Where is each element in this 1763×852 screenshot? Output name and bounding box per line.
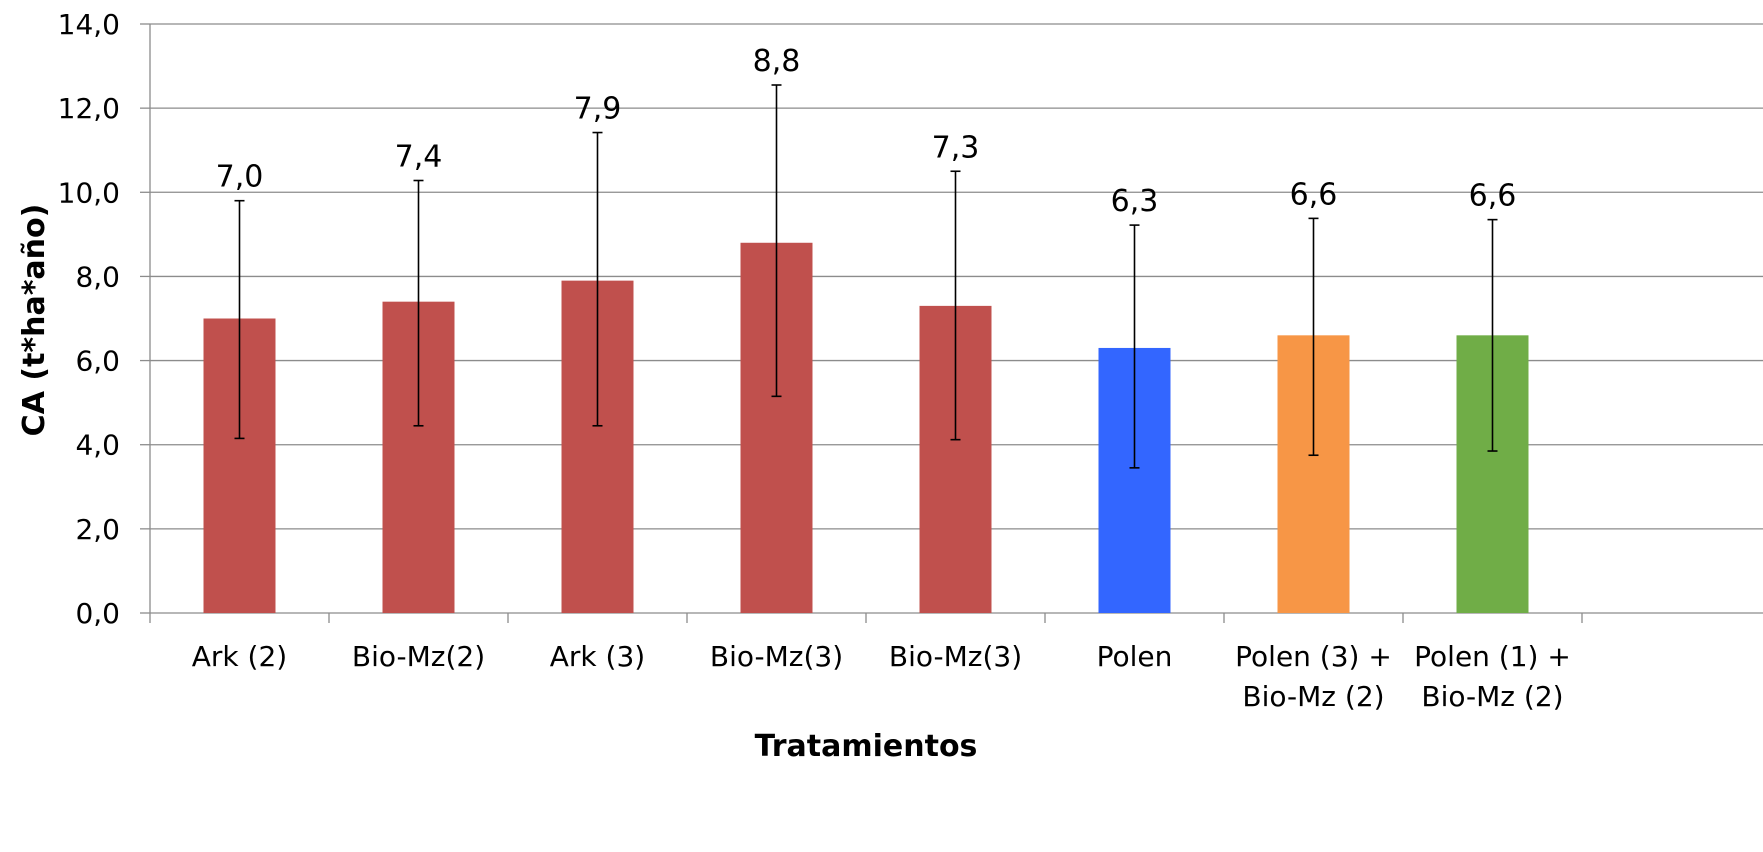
x-axis-title: Tratamientos bbox=[755, 729, 978, 764]
data-label: 6,6 bbox=[1469, 179, 1517, 214]
data-label: 6,6 bbox=[1290, 177, 1338, 212]
data-label: 7,4 bbox=[395, 140, 443, 175]
y-tick-label: 10,0 bbox=[58, 176, 120, 209]
x-category-label: Bio-Mz(3) bbox=[889, 640, 1022, 673]
data-label: 6,3 bbox=[1111, 184, 1159, 219]
error-bars bbox=[234, 84, 1498, 469]
data-label: 7,9 bbox=[574, 92, 622, 127]
y-tick-label: 8,0 bbox=[75, 260, 120, 293]
y-tick-label: 0,0 bbox=[75, 597, 120, 630]
y-tick-label: 6,0 bbox=[75, 345, 120, 378]
y-tick-label: 2,0 bbox=[75, 513, 120, 546]
y-axis-title: CA (t*ha*año) bbox=[17, 204, 52, 437]
bars bbox=[203, 242, 1529, 613]
y-tick-label: 4,0 bbox=[75, 429, 120, 462]
y-tick-label: 12,0 bbox=[58, 92, 120, 125]
x-category-label: Bio-Mz(2) bbox=[352, 640, 485, 673]
x-category-label: Polen (3) + bbox=[1235, 640, 1392, 673]
labels: 0,0 2,0 4,0 6,0 8,0 10,0 12,0 14,0 7,0 Ark (2) 7,4… bbox=[58, 8, 1571, 713]
x-category-label: Polen bbox=[1097, 640, 1173, 673]
y-tick-label: 14,0 bbox=[58, 8, 120, 41]
x-category-label: Ark (2) bbox=[192, 640, 287, 673]
data-label: 8,8 bbox=[753, 44, 801, 79]
x-category-label: Polen (1) + bbox=[1414, 640, 1571, 673]
x-category-label: Bio-Mz (2) bbox=[1242, 680, 1384, 713]
data-label: 7,0 bbox=[216, 160, 264, 195]
data-label: 7,3 bbox=[932, 130, 980, 165]
x-category-label: Bio-Mz (2) bbox=[1421, 680, 1563, 713]
x-category-label: Bio-Mz(3) bbox=[710, 640, 843, 673]
x-category-label: Ark (3) bbox=[550, 640, 645, 673]
